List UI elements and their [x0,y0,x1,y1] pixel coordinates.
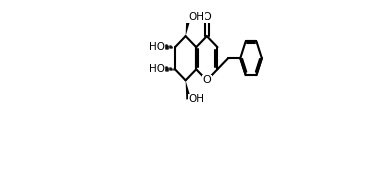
Text: OH: OH [189,94,205,104]
Text: HO: HO [149,42,164,52]
Text: HO: HO [149,64,164,74]
Text: OH: OH [189,12,205,22]
Polygon shape [185,80,191,100]
Text: O: O [202,12,211,22]
Polygon shape [185,17,191,36]
Text: O: O [202,75,211,85]
